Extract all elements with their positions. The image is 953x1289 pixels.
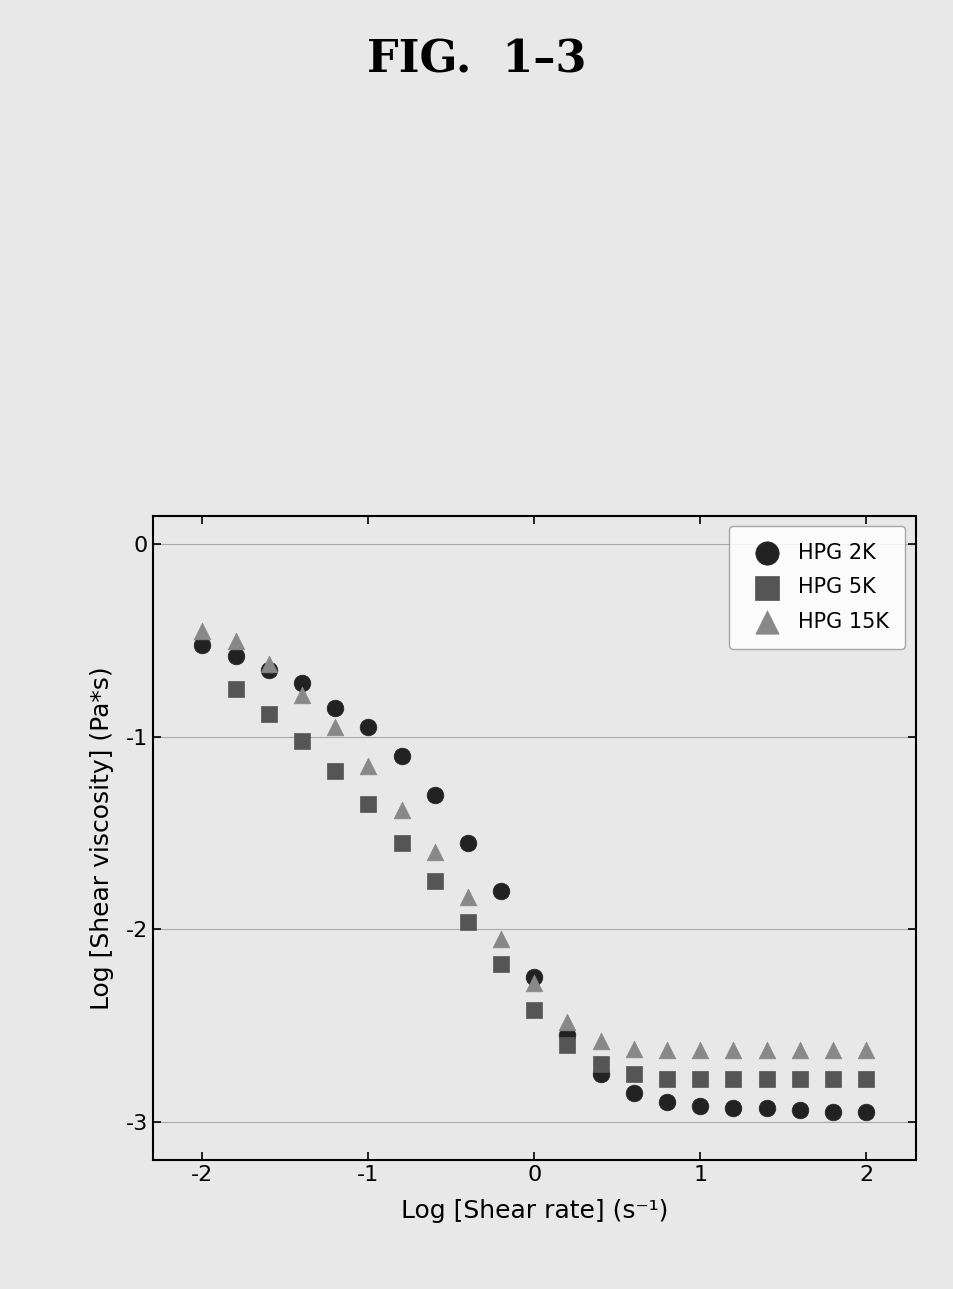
HPG 15K xyxy=(228,630,243,651)
HPG 2K xyxy=(692,1096,707,1116)
HPG 5K xyxy=(294,731,310,751)
HPG 2K xyxy=(659,1092,674,1112)
HPG 2K xyxy=(725,1098,740,1119)
HPG 5K xyxy=(327,762,342,782)
HPG 2K xyxy=(261,659,276,679)
HPG 5K xyxy=(493,954,508,974)
HPG 2K xyxy=(824,1102,840,1123)
HPG 5K xyxy=(659,1069,674,1089)
HPG 5K xyxy=(261,704,276,724)
HPG 15K xyxy=(858,1040,873,1061)
HPG 15K xyxy=(493,928,508,949)
HPG 5K xyxy=(360,794,375,815)
HPG 5K xyxy=(559,1034,575,1054)
HPG 2K xyxy=(526,967,541,987)
HPG 5K xyxy=(692,1069,707,1089)
HPG 5K xyxy=(858,1069,873,1089)
HPG 2K xyxy=(758,1098,773,1119)
HPG 15K xyxy=(261,654,276,674)
HPG 15K xyxy=(194,621,210,642)
HPG 5K xyxy=(758,1069,773,1089)
HPG 2K xyxy=(194,634,210,655)
HPG 2K xyxy=(858,1102,873,1123)
HPG 15K xyxy=(360,755,375,776)
HPG 2K xyxy=(791,1100,806,1120)
HPG 5K xyxy=(427,871,442,892)
HPG 15K xyxy=(824,1040,840,1061)
HPG 15K xyxy=(625,1038,640,1058)
Y-axis label: Log [Shear viscosity] (Pa*s): Log [Shear viscosity] (Pa*s) xyxy=(91,666,114,1009)
HPG 5K xyxy=(394,833,409,853)
Text: FIG.  1–3: FIG. 1–3 xyxy=(367,39,586,81)
HPG 2K xyxy=(559,1025,575,1045)
HPG 15K xyxy=(659,1040,674,1061)
HPG 2K xyxy=(294,673,310,693)
HPG 5K xyxy=(228,678,243,699)
HPG 5K xyxy=(791,1069,806,1089)
HPG 2K xyxy=(360,717,375,737)
HPG 5K xyxy=(725,1069,740,1089)
HPG 5K xyxy=(593,1053,608,1074)
HPG 2K xyxy=(228,646,243,666)
HPG 2K xyxy=(427,784,442,804)
HPG 15K xyxy=(327,717,342,737)
HPG 15K xyxy=(427,842,442,862)
HPG 15K xyxy=(294,684,310,705)
HPG 15K xyxy=(526,973,541,994)
Legend: HPG 2K, HPG 5K, HPG 15K: HPG 2K, HPG 5K, HPG 15K xyxy=(728,526,904,648)
HPG 15K xyxy=(725,1040,740,1061)
HPG 15K xyxy=(459,887,475,907)
HPG 5K xyxy=(824,1069,840,1089)
HPG 15K xyxy=(593,1030,608,1051)
HPG 15K xyxy=(791,1040,806,1061)
X-axis label: Log [Shear rate] (s⁻¹): Log [Shear rate] (s⁻¹) xyxy=(400,1199,667,1223)
HPG 2K xyxy=(394,746,409,767)
HPG 5K xyxy=(459,911,475,932)
HPG 15K xyxy=(559,1012,575,1032)
HPG 15K xyxy=(394,799,409,820)
HPG 2K xyxy=(327,697,342,718)
HPG 15K xyxy=(758,1040,773,1061)
HPG 2K xyxy=(593,1063,608,1084)
HPG 2K xyxy=(625,1083,640,1103)
HPG 5K xyxy=(625,1063,640,1084)
HPG 5K xyxy=(526,1000,541,1021)
HPG 2K xyxy=(493,880,508,901)
HPG 15K xyxy=(692,1040,707,1061)
HPG 2K xyxy=(459,833,475,853)
